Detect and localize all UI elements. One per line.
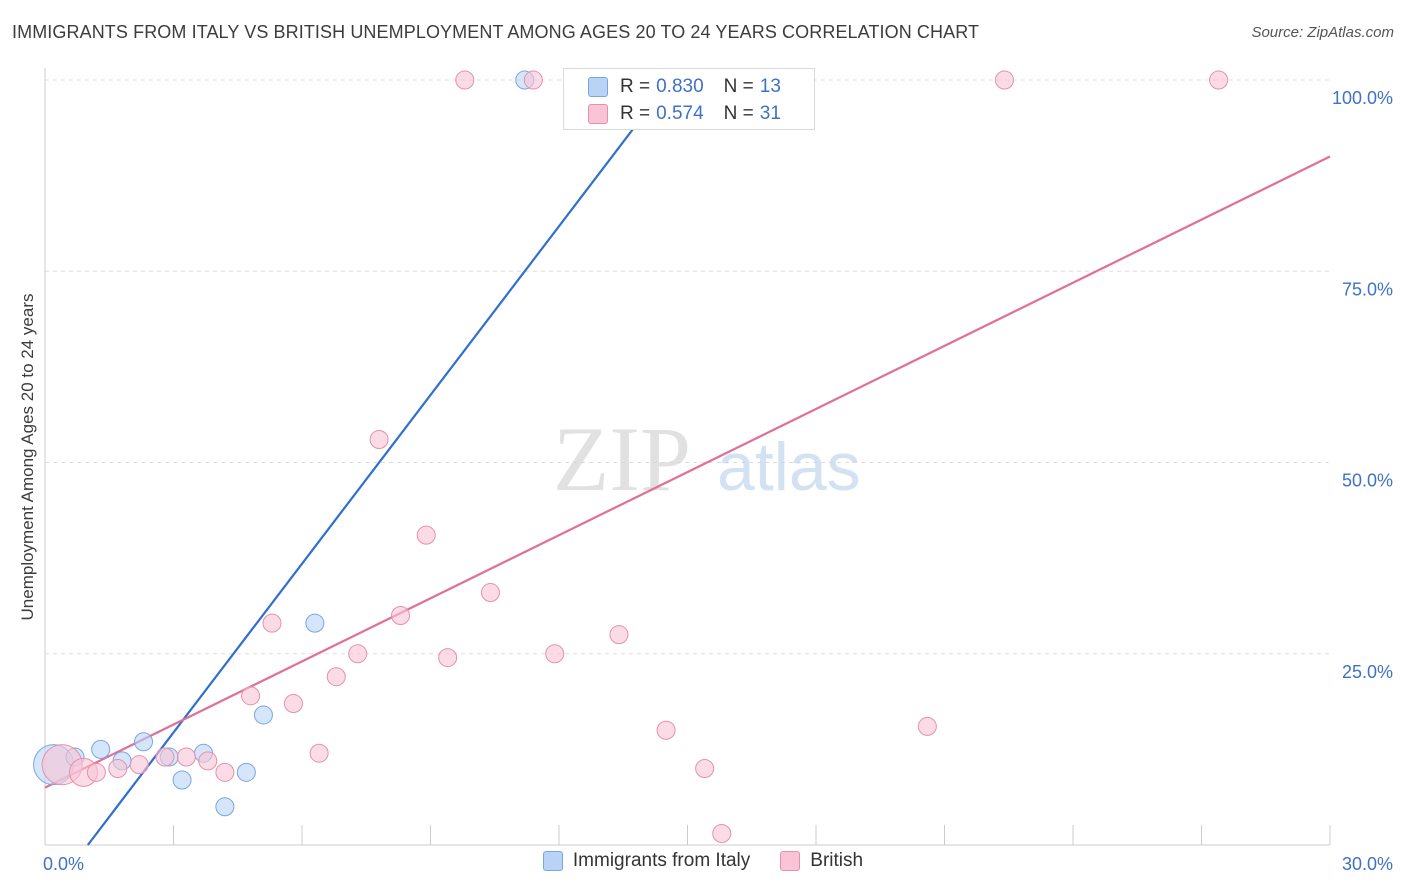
watermark-atlas: atlas bbox=[717, 429, 861, 505]
watermark: ZIP atlas bbox=[553, 408, 861, 510]
n-value: 31 bbox=[759, 103, 781, 124]
british-swatch bbox=[780, 851, 801, 871]
british-point bbox=[198, 751, 218, 771]
british-point bbox=[416, 525, 436, 545]
british-point bbox=[545, 644, 565, 664]
legend-label-italy: Immigrants from Italy bbox=[572, 850, 751, 871]
british-point bbox=[108, 759, 128, 778]
british-point bbox=[241, 686, 261, 706]
british-point bbox=[176, 747, 196, 767]
data-points bbox=[33, 70, 1229, 844]
n-value: 13 bbox=[759, 76, 781, 97]
british-point bbox=[480, 583, 500, 603]
british-swatch bbox=[588, 104, 608, 124]
british-point bbox=[609, 625, 629, 645]
stats-legend-box: R = 0.830 N = 13 R = 0.574 N = 31 bbox=[563, 68, 815, 130]
y-tick-label: 25.0% bbox=[1342, 662, 1393, 682]
british-point bbox=[309, 743, 329, 763]
italy-swatch bbox=[588, 77, 608, 97]
y-tick-labels: 100.0% 75.0% 50.0% 25.0% bbox=[1332, 88, 1393, 682]
stats-row-british: R = 0.574 N = 31 bbox=[588, 101, 781, 127]
italy-point bbox=[172, 770, 192, 790]
legend-item-british: British bbox=[780, 850, 863, 872]
x-tick-labels: 0.0% 30.0% bbox=[43, 854, 1393, 874]
british-point bbox=[215, 762, 235, 782]
italy-point bbox=[236, 762, 256, 782]
british-trend-line bbox=[44, 155, 1331, 789]
x-tick-label: 0.0% bbox=[43, 854, 84, 874]
x-ticks bbox=[173, 825, 1331, 845]
italy-point bbox=[215, 797, 235, 817]
british-point bbox=[917, 716, 937, 736]
trend-lines bbox=[44, 79, 1331, 846]
british-point bbox=[438, 648, 458, 668]
british-point bbox=[155, 747, 175, 767]
british-point bbox=[391, 606, 411, 625]
italy-point bbox=[253, 705, 273, 725]
watermark-zip: ZIP bbox=[553, 408, 691, 510]
british-point bbox=[695, 759, 715, 778]
x-tick-label: 30.0% bbox=[1342, 854, 1393, 874]
british-point bbox=[455, 70, 475, 90]
chart-legend: Immigrants from Italy British bbox=[0, 850, 1406, 872]
grid-lines bbox=[45, 79, 1330, 655]
n-label: N = bbox=[723, 103, 754, 124]
legend-item-italy: Immigrants from Italy bbox=[542, 850, 751, 872]
r-value: 0.574 bbox=[656, 103, 704, 124]
british-point bbox=[348, 644, 368, 664]
y-tick-label: 100.0% bbox=[1332, 88, 1393, 108]
british-point bbox=[656, 720, 676, 740]
british-point bbox=[262, 613, 282, 633]
n-label: N = bbox=[723, 76, 754, 97]
italy-swatch bbox=[542, 851, 563, 871]
r-label: R = bbox=[620, 103, 651, 124]
r-value: 0.830 bbox=[656, 76, 704, 97]
source-label: Source: ZipAtlas.com bbox=[1251, 24, 1394, 41]
y-tick-label: 75.0% bbox=[1342, 279, 1393, 299]
italy-point bbox=[134, 732, 154, 752]
legend-label-british: British bbox=[810, 850, 864, 871]
stats-row-italy: R = 0.830 N = 13 bbox=[588, 74, 781, 100]
british-point bbox=[1209, 70, 1229, 90]
italy-point bbox=[305, 613, 325, 633]
chart-title: IMMIGRANTS FROM ITALY VS BRITISH UNEMPLO… bbox=[12, 22, 980, 42]
y-tick-label: 50.0% bbox=[1342, 471, 1393, 491]
british-point bbox=[326, 667, 346, 687]
british-point bbox=[129, 755, 149, 775]
british-point bbox=[369, 430, 389, 450]
r-label: R = bbox=[620, 76, 651, 97]
british-point bbox=[712, 824, 732, 844]
british-point bbox=[994, 70, 1014, 90]
italy-trend-line bbox=[86, 79, 672, 846]
british-point bbox=[86, 762, 106, 782]
italy-point bbox=[91, 739, 111, 759]
y-axis-label: Unemployment Among Ages 20 to 24 years bbox=[18, 294, 37, 621]
british-point bbox=[283, 693, 303, 713]
british-point bbox=[523, 70, 543, 90]
